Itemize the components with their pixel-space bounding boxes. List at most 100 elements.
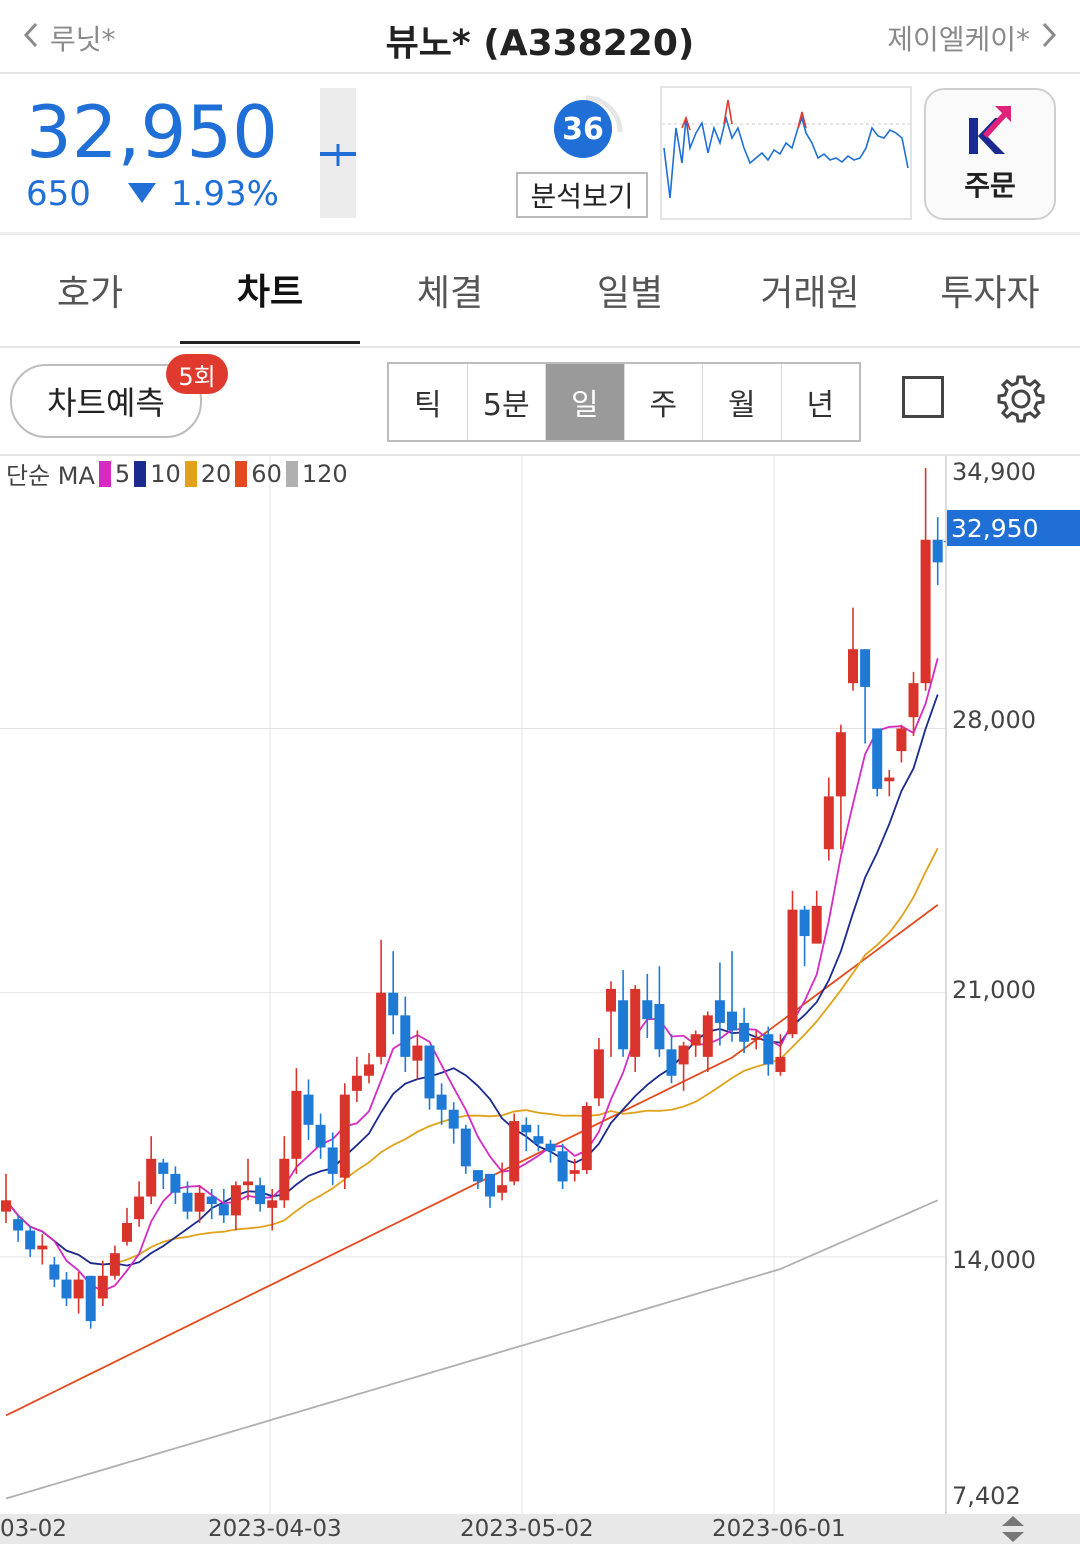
candle-body xyxy=(146,1158,157,1197)
candle-body xyxy=(557,1151,568,1182)
period-day[interactable]: 일 xyxy=(546,364,625,440)
ma20-line xyxy=(5,847,939,1266)
candle-body xyxy=(606,988,616,1012)
candle-body xyxy=(739,1022,750,1042)
x-tick-label: 2023-05-02 xyxy=(460,1516,594,1542)
x-tick-label: 2023-04-03 xyxy=(208,1516,342,1542)
ma120-label: 120 xyxy=(301,459,348,488)
candle-body xyxy=(255,1185,266,1205)
candle-body xyxy=(521,1124,532,1133)
candle-body xyxy=(218,1204,229,1216)
y-tick-label: 34,900 xyxy=(952,458,1036,486)
next-stock-label: 제이엘케이* xyxy=(887,23,1030,56)
candle-body xyxy=(13,1219,24,1231)
analysis-score-badge[interactable]: 36 xyxy=(554,100,612,158)
candle-body xyxy=(412,1045,423,1061)
candle-body xyxy=(593,1049,604,1099)
candle-body xyxy=(751,1037,762,1040)
stock-title: 뷰노* (A338220) xyxy=(385,23,695,64)
candle-body xyxy=(932,539,943,563)
candle-body xyxy=(908,683,919,718)
candle-body xyxy=(630,988,641,1057)
candle-body xyxy=(122,1222,132,1242)
candle-body xyxy=(279,1158,290,1201)
quote-panel: 32,950 650 1.93% 36 분석보기 xyxy=(0,74,1080,235)
tab-daily[interactable]: 일별 xyxy=(596,273,664,314)
candle-body xyxy=(206,1196,217,1205)
candle-body xyxy=(73,1279,84,1299)
tab-trades[interactable]: 체결 xyxy=(416,273,484,314)
ma-legend-prefix: 단순 MA xyxy=(6,462,95,490)
sparkline-chart[interactable] xyxy=(660,86,912,220)
candle-body xyxy=(581,1105,592,1171)
y-tick-label: 28,000 xyxy=(952,706,1036,734)
candle-body xyxy=(85,1275,96,1322)
drag-handle-icon[interactable] xyxy=(1000,1514,1026,1544)
candle-body xyxy=(448,1109,459,1129)
period-year[interactable]: 년 xyxy=(806,388,835,423)
chart-toolbar: 차트예측 5회 틱 5분 일 주 월 년 xyxy=(0,348,1080,456)
fullscreen-square-icon[interactable] xyxy=(902,376,944,418)
ma5-swatch xyxy=(98,460,111,487)
candle-body xyxy=(424,1045,435,1099)
candle-body xyxy=(339,1094,350,1178)
order-button[interactable]: 주문 xyxy=(924,88,1056,220)
down-triangle-icon xyxy=(127,174,157,214)
tab-investors[interactable]: 투자자 xyxy=(940,273,1040,314)
candle-body xyxy=(460,1128,471,1167)
candle-body xyxy=(811,905,822,944)
candle-body xyxy=(109,1253,120,1276)
current-price: 32,950 xyxy=(26,90,278,174)
candle-body xyxy=(37,1245,48,1250)
candle-body xyxy=(400,1015,411,1057)
tab-brokers[interactable]: 거래원 xyxy=(760,273,860,314)
period-week[interactable]: 주 xyxy=(625,364,703,440)
period-selector: 틱 5분 일 주 월 년 xyxy=(387,362,861,442)
analysis-button[interactable]: 분석보기 xyxy=(516,172,648,218)
candle-body xyxy=(872,728,883,789)
candle-body xyxy=(472,1170,483,1182)
candle-body xyxy=(848,649,858,684)
y-tick-label: 21,000 xyxy=(952,976,1036,1004)
candle-body xyxy=(327,1147,338,1174)
candle-body xyxy=(497,1185,508,1193)
previous-stock-label: 루닛* xyxy=(50,23,116,56)
tab-orderbook[interactable]: 호가 xyxy=(56,273,124,314)
tab-chart[interactable]: 차트 xyxy=(180,236,360,344)
period-month[interactable]: 월 xyxy=(703,364,782,440)
candle-body xyxy=(364,1064,374,1076)
ma60-label: 60 xyxy=(251,459,282,488)
candle-body xyxy=(654,1004,665,1050)
candlestick-chart[interactable]: 단순 MA 5 10 20 60 120 34,900 28,000 21,00… xyxy=(0,456,1080,1544)
last-price-tag: 32,950 xyxy=(947,510,1080,546)
candle-body xyxy=(533,1136,544,1144)
candle-body xyxy=(569,1170,580,1174)
candle-body xyxy=(61,1279,72,1299)
chart-plot-area[interactable] xyxy=(0,456,1080,1514)
price-change: 650 1.93% xyxy=(26,174,279,214)
ma10-line xyxy=(5,694,939,1267)
ma20-swatch xyxy=(184,460,197,487)
period-tick[interactable]: 틱 xyxy=(389,364,468,440)
candle-body xyxy=(97,1275,108,1299)
period-5min[interactable]: 5분 xyxy=(468,364,546,440)
ma5-label: 5 xyxy=(114,459,131,488)
next-stock-button[interactable]: 제이엘케이* xyxy=(887,18,1058,58)
ma-legend: 단순 MA 5 10 20 60 120 xyxy=(6,456,348,491)
candle-body xyxy=(291,1090,302,1159)
gear-icon[interactable] xyxy=(996,374,1046,424)
previous-stock-button[interactable]: 루닛* xyxy=(22,18,116,58)
candle-body xyxy=(690,1034,701,1046)
ma60-swatch xyxy=(235,460,248,487)
candle-body xyxy=(763,1034,774,1065)
candle-body xyxy=(485,1173,495,1197)
candle-body xyxy=(315,1124,326,1148)
candle-body xyxy=(243,1181,253,1186)
candle-body xyxy=(49,1264,60,1280)
ma120-swatch xyxy=(285,460,298,487)
tab-bar: 호가 차트 체결 일별 거래원 투자자 xyxy=(0,236,1080,348)
candle-body xyxy=(388,992,399,1016)
x-axis-bar[interactable] xyxy=(0,1514,1080,1544)
candle-body xyxy=(678,1045,689,1065)
candle-body xyxy=(920,539,931,684)
